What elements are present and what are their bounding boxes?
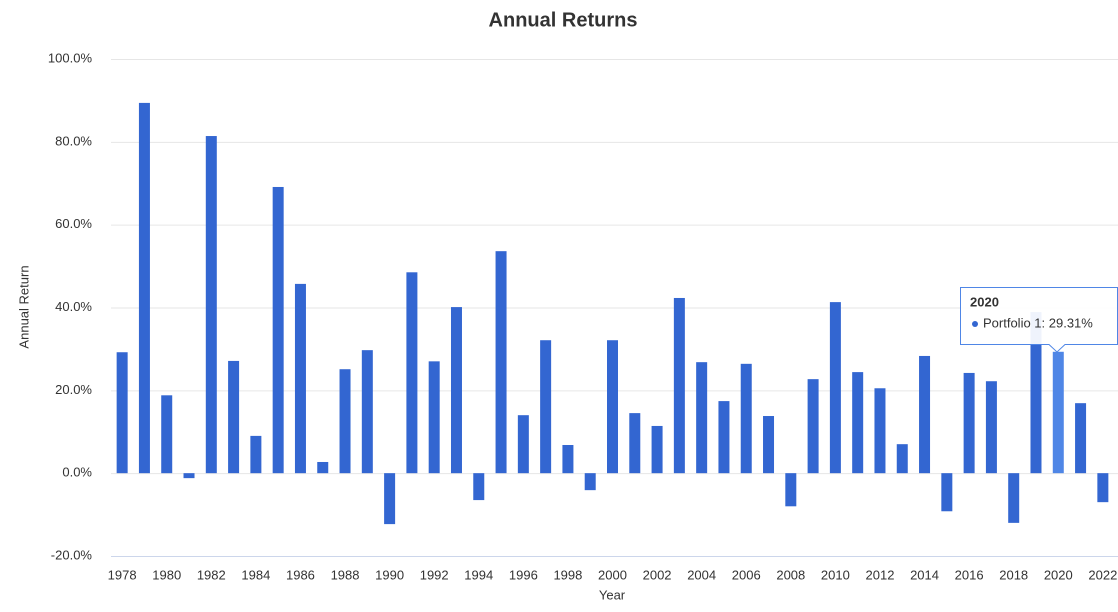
y-tick-label: 20.0% [55, 382, 92, 397]
tooltip-title: 2020 [970, 294, 999, 309]
y-tick-label: -20.0% [51, 547, 93, 562]
x-tick-label: 2002 [643, 567, 672, 582]
bar [517, 415, 529, 474]
bar [183, 473, 195, 479]
chart-title: Annual Returns [489, 9, 638, 31]
bar [740, 363, 752, 474]
x-tick-label: 2012 [866, 567, 895, 582]
y-tick-label: 40.0% [55, 299, 92, 314]
bar [1097, 473, 1109, 503]
bar [651, 425, 663, 474]
bar [852, 372, 864, 474]
bar [361, 350, 373, 474]
bar [138, 102, 150, 474]
bar [1052, 351, 1064, 474]
x-tick-label: 1988 [331, 567, 360, 582]
bar [540, 340, 552, 474]
x-tick-label: 1980 [152, 567, 181, 582]
x-tick-label: 1978 [108, 567, 137, 582]
bar [317, 461, 329, 474]
bar [228, 360, 240, 474]
bar [963, 372, 975, 474]
x-tick-label: 2006 [732, 567, 761, 582]
bar [763, 416, 775, 474]
x-tick-label: 2020 [1044, 567, 1073, 582]
x-tick-label: 2004 [687, 567, 716, 582]
x-tick-label: 2008 [776, 567, 805, 582]
bar [428, 361, 440, 474]
bar [450, 307, 462, 474]
bar [985, 381, 997, 474]
bar [919, 355, 931, 474]
tooltip: 2020 Portfolio 1: 29.31% [960, 287, 1118, 353]
bar [205, 136, 217, 474]
x-tick-label: 2000 [598, 567, 627, 582]
bar [584, 473, 596, 491]
bar [473, 473, 485, 501]
x-tick-label: 2016 [955, 567, 984, 582]
bar [1008, 473, 1020, 523]
bar [1075, 403, 1087, 474]
bar [116, 352, 128, 474]
bar [607, 340, 618, 474]
y-tick-label: 100.0% [48, 50, 93, 65]
x-tick-label: 1998 [553, 567, 582, 582]
y-tick-label: 0.0% [62, 465, 92, 480]
bar [807, 379, 819, 474]
x-tick-label: 1994 [464, 567, 493, 582]
bar [294, 283, 306, 474]
x-tick-label: 1992 [420, 567, 449, 582]
bar [339, 369, 351, 474]
plot-area: -20.0% 0.0% 20.0% 40.0% 60.0% 80.0% 100.0% 1978… [48, 50, 1118, 582]
x-tick-label: 2010 [821, 567, 850, 582]
bar [896, 444, 908, 474]
x-tick-label: 1990 [375, 567, 404, 582]
bar [673, 297, 685, 474]
x-axis-title: Year [599, 587, 626, 602]
y-axis-title: Annual Return [16, 265, 31, 348]
bar [250, 435, 262, 474]
x-tick-label: 2018 [999, 567, 1028, 582]
bar [829, 302, 841, 474]
bar [1030, 312, 1042, 474]
bar [941, 473, 953, 512]
bar [161, 395, 173, 474]
x-tick-label: 1986 [286, 567, 315, 582]
bar [696, 362, 708, 474]
tooltip-text: Portfolio 1: 29.31% [983, 315, 1093, 330]
bar [406, 272, 418, 474]
bar [629, 413, 641, 474]
bar [718, 401, 730, 474]
bar [874, 388, 886, 474]
bar [785, 473, 797, 507]
bar [495, 251, 507, 474]
tooltip-bullet [972, 321, 978, 327]
x-tick-label: 2022 [1088, 567, 1117, 582]
x-tick-label: 1982 [197, 567, 226, 582]
y-tick-label: 60.0% [55, 216, 92, 231]
y-tick-label: 80.0% [55, 133, 92, 148]
x-tick-label: 2014 [910, 567, 939, 582]
x-tick-label: 1984 [241, 567, 270, 582]
x-tick-label: 1996 [509, 567, 538, 582]
bar [272, 186, 284, 474]
bar [384, 473, 396, 525]
bar [562, 445, 574, 474]
